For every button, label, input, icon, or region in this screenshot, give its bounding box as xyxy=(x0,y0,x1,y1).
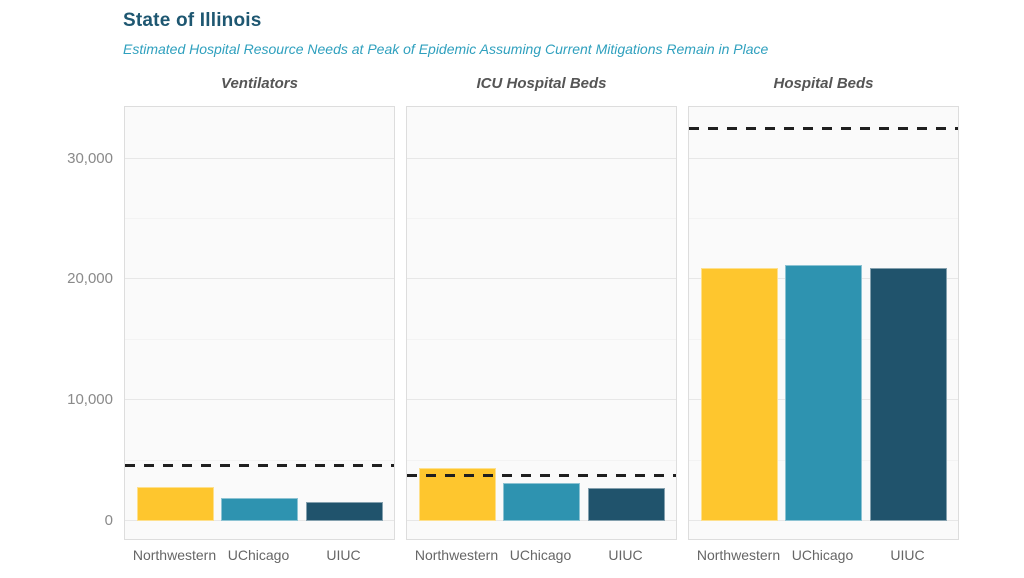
capacity-dashed-line-icu-hospital-beds xyxy=(407,473,676,477)
plot-area-hospital-beds xyxy=(688,106,959,540)
bar-northwestern-ventilators xyxy=(137,487,214,521)
panel-ventilators: Ventilators Northwestern UChicago UIUC xyxy=(124,70,395,569)
x-label-uiuc: UIUC xyxy=(608,547,643,563)
bar-northwestern-icu-hospital-beds xyxy=(419,468,496,521)
minor-gridline xyxy=(407,338,676,340)
x-label-uchicago: UChicago xyxy=(227,547,290,563)
panel-title-icu-hospital-beds: ICU Hospital Beds xyxy=(476,75,607,92)
x-label-northwestern: Northwestern xyxy=(132,547,217,563)
bar-uiuc-icu-hospital-beds xyxy=(588,488,665,521)
y-axis-tick-label: 30,000 xyxy=(67,149,113,167)
major-gridline xyxy=(407,278,676,280)
minor-gridline xyxy=(407,459,676,461)
panel-icu-hospital-beds: ICU Hospital Beds Northwestern UChicago UIU… xyxy=(406,70,677,569)
x-label-uiuc: UIUC xyxy=(326,547,361,563)
y-axis-tick-label: 10,000 xyxy=(67,391,113,409)
y-axis-tick-label: 0 xyxy=(104,512,113,529)
panel-hospital-beds: Hospital Beds Northwestern UChicago UIUC xyxy=(688,70,959,569)
major-gridline xyxy=(407,399,676,401)
bar-uchicago-icu-hospital-beds xyxy=(503,482,580,521)
x-label-uchicago: UChicago xyxy=(791,547,854,563)
chart-subtitle: Estimated Hospital Resource Needs at Pea… xyxy=(123,41,769,57)
capacity-dashed-line-ventilators xyxy=(125,463,394,467)
panel-title-ventilators: Ventilators xyxy=(221,75,298,92)
bar-uchicago-hospital-beds xyxy=(785,264,862,521)
x-axis-labels: Northwestern UChicago UIUC xyxy=(406,547,677,569)
capacity-dashed-line-hospital-beds xyxy=(689,126,958,130)
minor-gridline xyxy=(125,217,394,219)
chart-title: State of Illinois xyxy=(123,10,262,31)
minor-gridline xyxy=(125,459,394,461)
bar-uiuc-ventilators xyxy=(306,501,383,521)
major-gridline xyxy=(689,157,958,159)
panel-title-hospital-beds: Hospital Beds xyxy=(773,75,874,92)
major-gridline xyxy=(407,157,676,159)
minor-gridline xyxy=(125,338,394,340)
major-gridline xyxy=(125,278,394,280)
x-label-uchicago: UChicago xyxy=(509,547,572,563)
major-gridline xyxy=(125,399,394,401)
x-axis-labels: Northwestern UChicago UIUC xyxy=(688,547,959,569)
x-label-northwestern: Northwestern xyxy=(696,547,781,563)
x-axis-labels: Northwestern UChicago UIUC xyxy=(124,547,395,569)
bar-northwestern-hospital-beds xyxy=(701,268,778,521)
bar-uiuc-hospital-beds xyxy=(870,268,947,521)
plot-area-ventilators xyxy=(124,106,395,540)
major-gridline xyxy=(125,157,394,159)
x-label-uiuc: UIUC xyxy=(890,547,925,563)
bar-uchicago-ventilators xyxy=(221,498,298,521)
x-label-northwestern: Northwestern xyxy=(414,547,499,563)
minor-gridline xyxy=(407,217,676,219)
minor-gridline xyxy=(689,217,958,219)
plot-area-icu-hospital-beds xyxy=(406,106,677,540)
y-axis-tick-label: 20,000 xyxy=(67,270,113,288)
